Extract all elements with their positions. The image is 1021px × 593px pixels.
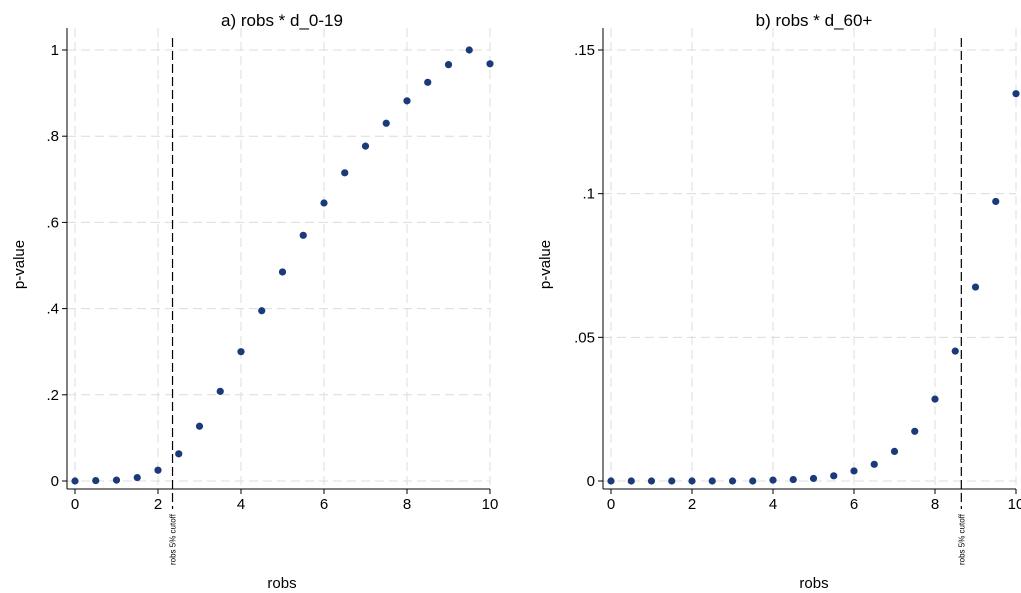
panel-b: b) robs * d_60+ 0 .05 .1 .15 0 2 4 6 8 10 robs p-val…	[537, 11, 1021, 592]
data-point	[361, 142, 370, 150]
y-tick-label: .05	[574, 329, 595, 346]
data-point	[830, 472, 838, 480]
chart-title: b) robs * d_60+	[756, 11, 873, 30]
data-point	[465, 46, 473, 54]
y-tick-label: 1	[51, 42, 59, 59]
data-point	[647, 477, 656, 485]
data-point	[341, 169, 349, 177]
x-tick-label: 4	[769, 496, 777, 513]
y-tick-label: .15	[574, 42, 595, 59]
data-point	[627, 477, 635, 485]
data-point	[237, 348, 245, 356]
data-point	[382, 119, 390, 127]
y-axis-label: p-value	[537, 240, 554, 289]
data-point	[789, 475, 797, 484]
data-point	[850, 467, 858, 475]
x-tick-label: 0	[71, 496, 79, 513]
data-point	[708, 477, 716, 485]
chart-title: a) robs * d_0-19	[221, 11, 343, 30]
x-tick-label: 8	[403, 496, 411, 513]
x-tick-label: 6	[850, 496, 858, 513]
data-point	[299, 231, 307, 239]
y-tick-label: .6	[46, 214, 59, 231]
data-point	[320, 199, 328, 207]
y-tick-label: 0	[51, 473, 59, 490]
data-point	[133, 473, 141, 482]
cutoff-label: robs 5% cutoff	[169, 513, 178, 565]
panel-a: a) robs * d_0-190.2.4.6.810 2 4 6 8 10robsp-v…	[11, 11, 498, 592]
data-point	[911, 427, 919, 435]
data-point	[424, 78, 432, 86]
data-point	[195, 422, 204, 430]
data-point	[1012, 90, 1020, 98]
data-point	[971, 283, 980, 291]
x-tick-label: 2	[688, 496, 696, 513]
data-point	[258, 307, 266, 315]
x-tick-label: 4	[237, 496, 245, 513]
data-point	[688, 477, 696, 485]
data-point	[870, 460, 878, 468]
data-point	[749, 477, 757, 485]
data-point	[486, 60, 494, 68]
data-point	[668, 477, 676, 485]
y-tick-label: 0	[587, 473, 595, 490]
y-tick-label: .2	[46, 387, 59, 404]
x-tick-label: 6	[320, 496, 328, 513]
data-point	[278, 268, 287, 276]
data-point	[444, 61, 453, 69]
data-point	[216, 387, 224, 395]
data-point	[809, 474, 818, 483]
x-tick-label: 2	[154, 496, 162, 513]
data-point	[154, 466, 162, 474]
data-point	[992, 197, 1000, 206]
data-point	[92, 476, 100, 485]
y-tick-label: .1	[582, 186, 595, 203]
x-tick-label: 0	[607, 496, 615, 513]
cutoff-label: robs 5% cutoff	[957, 513, 966, 565]
data-point	[112, 476, 121, 484]
data-point	[71, 477, 79, 485]
data-point	[403, 97, 411, 105]
y-tick-label: .8	[46, 128, 59, 145]
data-point	[890, 447, 899, 456]
data-point	[728, 477, 737, 485]
x-tick-label: 10	[1008, 496, 1021, 513]
x-axis-label: robs	[799, 575, 828, 592]
x-axis-label: robs	[267, 575, 296, 592]
y-axis-label: p-value	[11, 240, 28, 289]
data-point	[931, 395, 939, 403]
data-point	[951, 347, 959, 355]
x-tick-label: 8	[931, 496, 939, 513]
x-tick-label: 10	[482, 496, 499, 513]
y-tick-label: .4	[46, 301, 59, 318]
data-point	[175, 450, 183, 458]
data-point	[607, 477, 615, 485]
data-point	[769, 476, 777, 484]
